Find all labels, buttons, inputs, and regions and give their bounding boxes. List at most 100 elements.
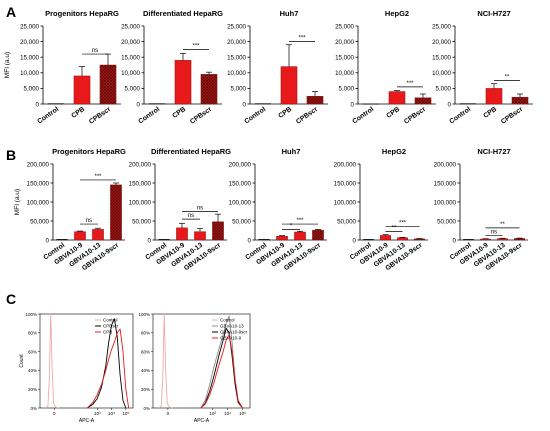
y-tick-label: 0: [448, 101, 452, 108]
y-tick-label: 5,000: [339, 86, 355, 93]
significance-label: ns: [491, 229, 497, 235]
category-label: Control: [137, 106, 161, 126]
bar: [414, 97, 432, 105]
y-tick-label: 100,000: [129, 199, 152, 206]
y-tick-label: 100,000: [229, 199, 252, 206]
bar-chart-b5: NCI-H727050,000100,000150,000200,000Cont…: [434, 147, 528, 272]
bar-chart-b3: Huh7050,000100,000150,000200,000ControlG…: [229, 147, 327, 272]
chart-title: HepG2: [385, 9, 409, 18]
bar: [92, 229, 104, 241]
y-axis-label: MFI (a.u): [4, 52, 11, 78]
bar: [380, 235, 391, 241]
bar: [511, 96, 529, 105]
y-tick-label: 0: [137, 101, 141, 108]
bar-chart-a4: HepG2 0 5,000 10,000 15,000 20,000 25,000 Contr…: [335, 9, 436, 126]
bar-chart-a3: Huh7 0 5,000 10,000 15,000 20,000 25,000 Contro…: [227, 9, 328, 126]
bar: [480, 238, 491, 241]
legend-entry: CPB: [103, 330, 112, 335]
bar: [276, 235, 288, 241]
y-tick-label: 5,000: [231, 86, 247, 93]
y-tick-label: 200,000: [334, 161, 357, 168]
y-tick-label: 10,000: [20, 70, 39, 77]
y-tick-label: 100%: [138, 312, 150, 317]
x-tick-label: 0: [167, 411, 170, 416]
legend-entry: Control: [103, 318, 118, 323]
series-line: [86, 318, 127, 409]
y-tick-label: 100,000: [434, 199, 457, 206]
significance-label: ***: [298, 36, 306, 42]
y-tick-label: 10,000: [335, 70, 354, 77]
y-tick-label: 80%: [141, 331, 150, 336]
bar-chart-b4: HepG2050,000100,000150,000200,000Control…: [334, 147, 428, 272]
bar: [73, 75, 91, 105]
bar: [497, 238, 508, 241]
y-tick-label: 200,000: [434, 161, 457, 168]
x-tick-label: 10⁴: [224, 411, 231, 416]
y-tick-label: 0%: [30, 406, 37, 411]
bar: [397, 237, 408, 241]
y-tick-label: 40%: [28, 368, 37, 373]
bar-chart-a2: Differentiated HepaRG 0 5,000 10,000 15,000 2…: [121, 9, 223, 126]
category-label: CPBscr: [403, 106, 427, 126]
y-tick-label: 25,000: [335, 23, 354, 30]
y-tick-label: 150,000: [27, 180, 50, 187]
y-tick-label: 25,000: [432, 23, 451, 30]
x-tick-label: 10³: [209, 411, 216, 416]
panel-label-c: C: [6, 291, 16, 307]
y-tick-label: 0: [46, 237, 50, 244]
significance-label: **: [505, 75, 510, 81]
bar: [280, 66, 298, 105]
y-tick-label: 150,000: [434, 180, 457, 187]
y-tick-label: 100,000: [27, 199, 50, 206]
y-tick-label: 0: [148, 237, 152, 244]
bar: [200, 74, 218, 105]
bar: [176, 227, 188, 241]
bar: [74, 231, 86, 241]
y-tick-label: 10,000: [227, 70, 246, 77]
bar: [212, 221, 224, 241]
y-tick-label: 50,000: [232, 218, 251, 225]
category-label: Control: [351, 106, 375, 126]
category-label: CPB: [385, 106, 401, 120]
significance-label: ***: [296, 218, 304, 224]
y-tick-label: 60%: [141, 349, 150, 354]
y-tick-label: 10,000: [432, 70, 451, 77]
y-tick-label: 150,000: [229, 180, 252, 187]
y-tick-label: 15,000: [121, 55, 140, 62]
y-tick-label: 15,000: [20, 55, 39, 62]
panel-label-a: A: [6, 4, 16, 20]
significance-label: *: [290, 223, 293, 229]
chart-title: Progenitors HepaRG: [52, 147, 126, 156]
significance-label: ns: [86, 218, 92, 224]
y-tick-label: 25,000: [227, 23, 246, 30]
bar: [514, 238, 525, 241]
category-label: CPB: [171, 106, 187, 120]
y-tick-label: 0: [248, 237, 252, 244]
category-label: CPBscr: [295, 106, 319, 126]
bar: [148, 103, 166, 105]
y-tick-label: 0%: [143, 406, 150, 411]
y-tick-label: 50,000: [132, 218, 151, 225]
y-tick-label: 50,000: [30, 218, 49, 225]
chart-title: Huh7: [280, 9, 299, 18]
category-label: CPBscr: [189, 106, 213, 126]
y-tick-label: 20,000: [335, 39, 354, 46]
y-tick-label: 20,000: [121, 39, 140, 46]
y-axis-label: Count: [19, 354, 25, 368]
y-tick-label: 50,000: [337, 218, 356, 225]
y-tick-label: 10,000: [121, 70, 140, 77]
bar: [47, 103, 65, 105]
y-tick-label: 15,000: [335, 55, 354, 62]
legend-entry: GBVA10-9scr: [220, 330, 248, 335]
series-line: [200, 327, 243, 409]
bar: [312, 229, 324, 241]
significance-label: ns: [92, 48, 98, 54]
bar-chart-a1: Progenitors HepaRG 0 5,000 10,000 15,000 20,0…: [4, 9, 121, 126]
bar: [485, 88, 503, 105]
bar: [306, 95, 324, 105]
y-tick-label: 20%: [141, 387, 150, 392]
legend-entry: Control: [220, 318, 235, 323]
y-tick-label: 5,000: [24, 86, 40, 93]
legend-entry: GBVA10-13: [220, 324, 244, 329]
y-tick-label: 20,000: [432, 39, 451, 46]
